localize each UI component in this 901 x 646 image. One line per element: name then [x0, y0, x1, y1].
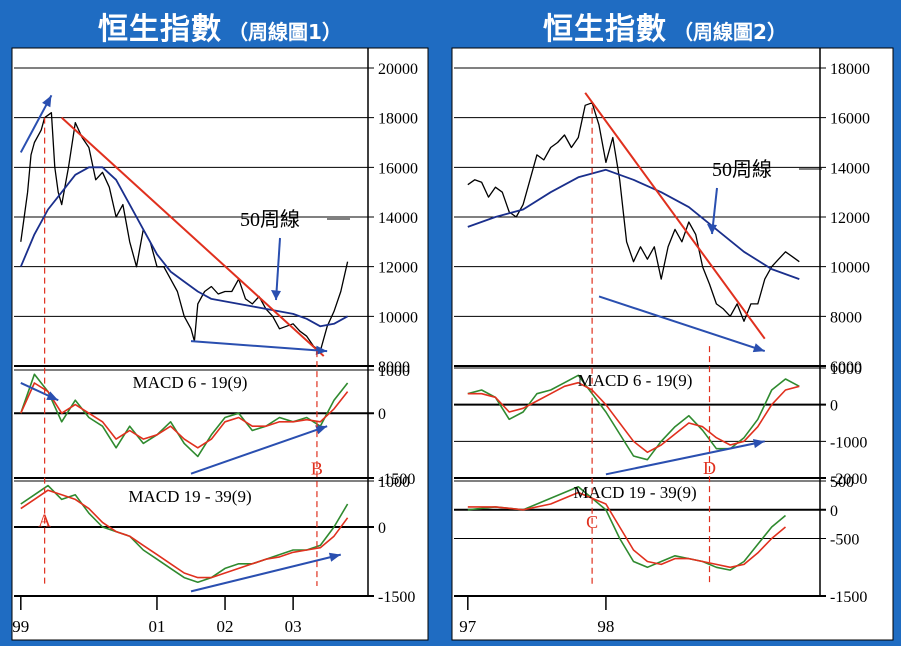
panel-1-signal-label-1: D	[703, 458, 716, 478]
panel-0-macd2-tick-label-2: -1500	[378, 589, 415, 606]
panel-1-low-arrow-head	[752, 343, 765, 353]
panel-1-xtick-label-1: 98	[597, 617, 614, 636]
panel-0-macd1-up-arrow-head	[315, 425, 328, 435]
panel-1-low-arrow	[598, 295, 766, 353]
panel-0-macd1-label: MACD 6 - 19(9)	[133, 373, 248, 392]
panel-0-xtick-label-0: 99	[12, 617, 29, 636]
panel-1-ma50-line	[467, 168, 800, 280]
panel-1-downtrend-line	[584, 92, 766, 340]
panel-0-price-tick-label-4: 12000	[378, 260, 418, 277]
panel-0-price-tick-label-5: 10000	[378, 309, 418, 326]
panel-1-price-line	[467, 102, 800, 322]
left-title-main: 恒生指數	[98, 12, 223, 47]
panel-0-price-tick-label-0: 20000	[378, 61, 418, 78]
right-title-sub: （周線圖2）	[673, 20, 787, 44]
panel-0-price-line	[20, 112, 349, 352]
panel-0-macd2-up-arrow-head	[328, 552, 341, 562]
panel-0-macd1-slow	[20, 382, 349, 449]
panel-1-macd1-fast	[467, 374, 800, 461]
panel-1-macd1-tick-label-1: 0	[830, 398, 838, 415]
panel-0-macd1-tick-label-1: 0	[378, 406, 386, 423]
panel-1-price-tick-label-6: 6000	[830, 359, 862, 376]
panel-1-xtick-label-0: 97	[459, 617, 477, 636]
panel-1-price-tick-label-1: 16000	[830, 111, 870, 128]
panel-0-price-tick-label-3: 14000	[378, 210, 418, 227]
panel-0-macd2-tick-label-1: 0	[378, 520, 386, 537]
left-title-sub: （周線圖1）	[228, 20, 342, 44]
panel-1-macd1-slow	[467, 381, 800, 454]
panel-1-macd1-up-arrow	[605, 440, 765, 476]
panel-0-macd1-tick-label-2: -1500	[378, 471, 415, 488]
panel-0-ma50-annotation: 50周線	[240, 208, 300, 231]
panel-0-up-arrow-head	[42, 95, 52, 108]
panel-0-xtick-label-1: 01	[148, 617, 165, 636]
panel-1-macd2-tick-label-1: 0	[830, 503, 838, 520]
panel-0-ma50-line	[19, 166, 349, 328]
panel-0-macd1-down-arrow-head	[46, 391, 59, 401]
panel-1-ma50-annotation: 50周線	[712, 158, 772, 181]
panel-1-price-tick-label-0: 18000	[830, 61, 870, 78]
right-panel-title: 恒生指數 （周線圖2）	[455, 4, 875, 47]
panel-1-macd2-fast	[467, 485, 787, 571]
panel-0-xtick-label-3: 03	[285, 617, 302, 636]
panel-1-macd2-slow	[467, 491, 787, 569]
panel-1-macd1-tick-label-3: -2000	[830, 471, 867, 488]
panel-1-macd1-tick-label-0: 1000	[830, 361, 862, 378]
panel-1-signal-label-0: C	[586, 512, 598, 532]
panel-0-macd2-fast	[20, 484, 349, 584]
panel-1-price-tick-label-4: 10000	[830, 260, 870, 277]
panel-0-price-tick-label-6: 8000	[378, 359, 410, 376]
panel-1-price-tick-label-3: 12000	[830, 210, 870, 227]
right-title-main: 恒生指數	[543, 12, 668, 47]
panel-1-macd1-up-arrow-head	[752, 439, 765, 449]
panel-0-macd2-up-arrow	[190, 553, 342, 593]
panel-0-xtick-label-2: 02	[217, 617, 234, 636]
panel-0-signal-label-0: A	[38, 511, 51, 531]
left-panel-title: 恒生指數 （周線圖1）	[10, 4, 430, 47]
panel-1-macd1-label: MACD 6 - 19(9)	[578, 371, 693, 390]
panel-0-macd2-slow	[20, 489, 349, 579]
panel-0-price-tick-label-2: 16000	[378, 160, 418, 177]
panel-0-price-tick-label-1: 18000	[378, 111, 418, 128]
panel-1-price-tick-label-2: 14000	[830, 160, 870, 177]
panel-1-macd2-tick-label-0: 500	[830, 474, 854, 491]
panel-0-macd1-tick-label-0: 1000	[378, 363, 410, 380]
panel-1-macd2-label: MACD 19 - 39(9)	[573, 483, 696, 502]
panel-1-macd2-tick-label-2: -500	[830, 532, 859, 549]
panel-0-downtrend-line	[60, 116, 325, 357]
panel-0-annotation-pointer	[275, 237, 281, 301]
panel-0-macd1-up-arrow	[190, 425, 328, 475]
panel-1-macd2-tick-label-3: -1500	[830, 589, 867, 606]
panel-1-background	[451, 47, 894, 641]
panel-0-low-arrow-head	[315, 345, 328, 355]
panel-1-macd1-tick-label-2: -1000	[830, 434, 867, 451]
panel-0-macd2-tick-label-0: 1000	[378, 474, 410, 491]
panel-0-signal-label-1: B	[311, 458, 323, 478]
panel-1-annotation-pointer-head	[707, 224, 717, 234]
panel-0-annotation-pointer-head	[271, 290, 281, 300]
panel-0-macd2-label: MACD 19 - 39(9)	[128, 487, 251, 506]
panel-1-price-tick-label-5: 8000	[830, 309, 862, 326]
panel-0-low-arrow	[190, 340, 328, 353]
